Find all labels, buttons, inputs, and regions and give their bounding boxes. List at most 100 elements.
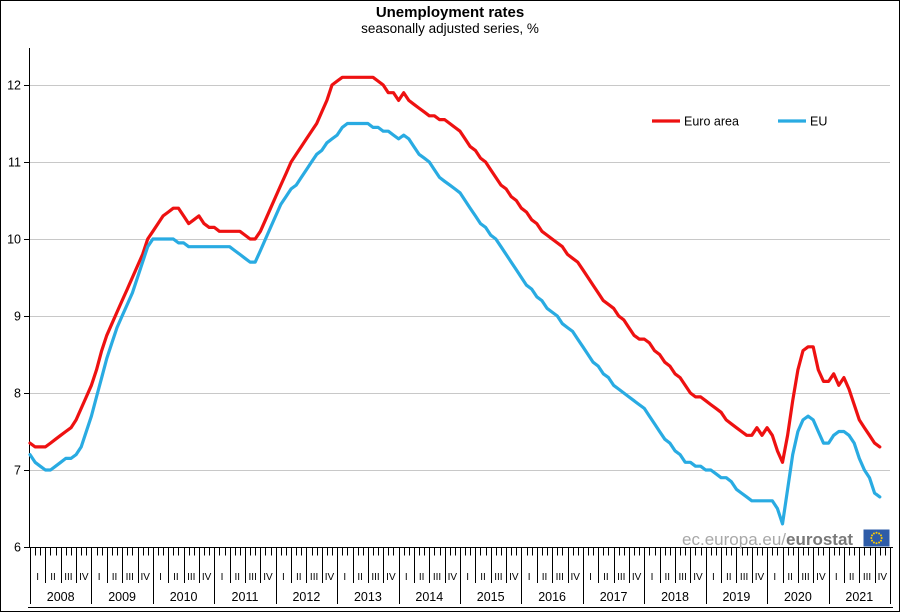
quarter-label: IV (878, 572, 888, 583)
year-label-2018: 2018 (661, 590, 689, 604)
eu-flag-star (880, 537, 883, 539)
year-label-2010: 2010 (170, 590, 198, 604)
quarter-label: III (494, 572, 502, 583)
eu-flag-star (880, 539, 882, 542)
watermark-domain: ec.europa.eu/ (682, 530, 786, 549)
quarter-label: IV (509, 572, 519, 583)
legend-label-euro-area: Euro area (684, 115, 739, 129)
eu-flag-star (878, 532, 881, 535)
year-label-2012: 2012 (292, 590, 320, 604)
quarter-label: I (651, 572, 654, 583)
eu-flag-field (863, 529, 890, 547)
eu-flag-star (871, 534, 873, 537)
quarter-label: IV (448, 572, 458, 583)
quarter-label: IV (263, 572, 273, 583)
quarter-label: II (296, 572, 302, 583)
year-label-2021: 2021 (845, 590, 873, 604)
quarter-label: III (64, 572, 72, 583)
y-axis-label-6: 6 (14, 541, 21, 555)
eu-flag-star (871, 539, 873, 542)
eu-flag-star (875, 531, 878, 534)
chart-title: Unemployment rates (376, 4, 524, 21)
quarter-label: II (112, 572, 118, 583)
quarter-label: IV (632, 572, 642, 583)
y-axis-label-10: 10 (7, 233, 21, 247)
year-label-2009: 2009 (108, 590, 136, 604)
quarter-label: IV (386, 572, 396, 583)
quarter-label: I (159, 572, 162, 583)
quarter-label: III (249, 572, 257, 583)
year-label-2008: 2008 (47, 590, 75, 604)
y-axis-label-8: 8 (14, 387, 21, 401)
quarter-label: II (603, 572, 609, 583)
quarter-label: I (835, 572, 838, 583)
quarter-label: II (726, 572, 732, 583)
year-label-2013: 2013 (354, 590, 382, 604)
quarter-label: I (343, 572, 346, 583)
quarter-label: IV (570, 572, 580, 583)
quarter-label: I (773, 572, 776, 583)
year-label-2011: 2011 (232, 590, 259, 604)
quarter-label: III (556, 572, 564, 583)
quarter-label: III (371, 572, 379, 583)
quarter-label: I (589, 572, 592, 583)
series-line-eu (28, 121, 882, 526)
quarter-label: IV (79, 572, 89, 583)
y-axis-label-11: 11 (8, 156, 21, 170)
eu-flag-star (875, 542, 878, 545)
series-line-euro-area (28, 75, 882, 464)
quarter-label: III (679, 572, 687, 583)
eu-flag-star (872, 532, 875, 535)
quarter-label: III (187, 572, 195, 583)
quarter-label: III (126, 572, 134, 583)
quarter-label: II (173, 572, 179, 583)
quarter-label: I (712, 572, 715, 583)
quarter-label: III (740, 572, 748, 583)
quarter-label: II (542, 572, 548, 583)
quarter-label: IV (816, 572, 826, 583)
quarter-label: IV (140, 572, 150, 583)
quarter-label: II (665, 572, 671, 583)
quarter-label: II (50, 572, 56, 583)
quarter-label: IV (202, 572, 212, 583)
y-axis-label-9: 9 (14, 310, 21, 324)
quarter-label: III (433, 572, 441, 583)
quarter-label: II (419, 572, 425, 583)
quarter-label: I (528, 572, 531, 583)
y-axis-label-7: 7 (14, 464, 21, 478)
year-label-2014: 2014 (415, 590, 443, 604)
eu-flag-star (880, 534, 882, 537)
year-label-2016: 2016 (538, 590, 566, 604)
gridlines (29, 85, 890, 471)
data-series (28, 75, 882, 526)
quarter-label: I (282, 572, 285, 583)
quarter-label: II (357, 572, 363, 583)
y-axis-label-12: 12 (7, 79, 21, 93)
quarter-label: I (466, 572, 469, 583)
legend: Euro area EU (652, 115, 827, 129)
quarter-label: III (801, 572, 809, 583)
watermark: ec.europa.eu/ eurostat (682, 529, 890, 549)
quarter-label: I (36, 572, 39, 583)
year-label-2020: 2020 (784, 590, 812, 604)
quarter-label: I (405, 572, 408, 583)
year-label-2019: 2019 (722, 590, 750, 604)
quarter-label: I (98, 572, 101, 583)
quarter-label: II (849, 572, 855, 583)
year-label-2017: 2017 (600, 590, 628, 604)
watermark-brand: eurostat (786, 530, 853, 549)
eu-flag-star (872, 541, 875, 544)
quarter-label: II (787, 572, 793, 583)
quarter-label: IV (693, 572, 703, 583)
legend-label-eu: EU (810, 115, 827, 129)
quarter-label: IV (325, 572, 335, 583)
quarter-label: IV (755, 572, 765, 583)
quarter-label: II (480, 572, 486, 583)
quarter-label: III (617, 572, 625, 583)
chart-subtitle: seasonally adjusted series, % (361, 21, 539, 36)
year-label-2015: 2015 (477, 590, 505, 604)
quarter-label: I (221, 572, 224, 583)
eu-flag-star (878, 541, 881, 544)
